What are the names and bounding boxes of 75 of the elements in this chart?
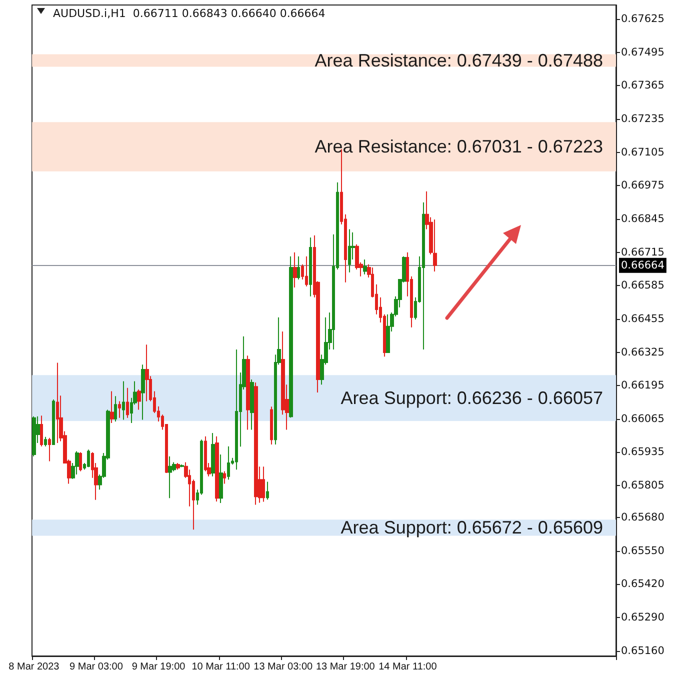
candlestick	[433, 219, 437, 272]
candlestick	[250, 378, 254, 430]
candlestick	[168, 456, 172, 499]
candlestick	[40, 415, 43, 447]
candlestick	[235, 348, 238, 470]
y-tick-label: 0.66975	[621, 180, 664, 192]
band-label: Area Resistance: 0.67031 - 0.67223	[314, 136, 603, 157]
candlestick	[141, 364, 145, 420]
candlestick	[56, 362, 59, 444]
y-tick-label: 0.66845	[621, 213, 664, 226]
y-tick-label: 0.65160	[621, 644, 664, 657]
candlestick	[266, 481, 269, 500]
candlestick	[48, 437, 51, 462]
candlestick	[386, 314, 390, 354]
candlestick	[87, 449, 90, 468]
y-tick-label: 0.65550	[621, 544, 664, 557]
y-tick-label: 0.67365	[621, 80, 664, 92]
y-tick-label: 0.66065	[621, 412, 664, 425]
candlestick	[305, 256, 308, 287]
candlestick	[137, 388, 141, 410]
candlestick	[289, 256, 293, 418]
candlestick	[363, 259, 367, 275]
candlestick	[44, 436, 47, 447]
candlestick	[309, 236, 312, 297]
candlestick	[270, 406, 273, 446]
candlestick	[227, 446, 230, 480]
candlestick	[110, 390, 114, 424]
y-tick-label: 0.67105	[621, 146, 664, 158]
candlestick	[114, 396, 117, 422]
y-tick-label: 0.66585	[621, 280, 664, 292]
chart-title: AUDUSD.i,H1 0.66711 0.66843 0.66640 0.66664	[53, 7, 326, 20]
candlestick	[422, 202, 425, 350]
candlestick	[219, 454, 223, 504]
candlestick	[176, 462, 180, 470]
candlestick	[223, 470, 226, 484]
candlestick	[145, 344, 149, 402]
candlestick	[215, 436, 219, 502]
band-label: Area Support: 0.66236 - 0.66057	[340, 388, 603, 408]
y-tick-label: 0.67495	[621, 46, 664, 58]
candlestick	[180, 464, 184, 468]
candlestick	[79, 452, 82, 472]
x-tick-label: 9 Mar 19:00	[132, 662, 186, 672]
y-tick-label: 0.66325	[621, 346, 664, 358]
candlestick	[246, 355, 250, 430]
candlestick	[118, 400, 121, 418]
band-label: Area Support: 0.65672 - 0.65609	[340, 518, 603, 538]
x-tick-label: 10 Mar 11:00	[192, 662, 250, 672]
candlestick	[297, 256, 300, 280]
y-tick-label: 0.66455	[621, 312, 664, 325]
x-tick-label: 13 Mar 19:00	[316, 662, 376, 672]
band-label: Area Resistance: 0.67439 - 0.67488	[314, 50, 603, 70]
candlestick	[32, 416, 36, 457]
y-tick-label: 0.67235	[621, 113, 664, 126]
y-tick-label: 0.65935	[621, 446, 664, 458]
candlestick	[211, 432, 215, 477]
x-tick-label: 8 Mar 2023	[8, 662, 60, 672]
ref-line-label: 0.66664	[621, 259, 665, 272]
candlestick	[293, 252, 297, 288]
y-tick-label: 0.65420	[621, 578, 664, 590]
y-tick-label: 0.65680	[621, 512, 664, 524]
y-tick-label: 0.66195	[621, 380, 664, 392]
candlestick	[254, 382, 258, 506]
x-tick-label: 9 Mar 03:00	[70, 662, 124, 672]
y-tick-label: 0.66715	[621, 246, 664, 258]
y-tick-label: 0.65805	[621, 480, 664, 492]
candlestick	[122, 380, 125, 420]
y-tick-label: 0.65290	[621, 612, 664, 624]
x-tick-label: 13 Mar 03:00	[254, 662, 314, 672]
candlestick	[262, 466, 265, 502]
candlestick	[52, 398, 55, 446]
y-tick-label: 0.67625	[621, 13, 664, 26]
candlestick	[75, 450, 79, 476]
x-tick-label: 14 Mar 11:00	[378, 662, 438, 672]
candlestick	[126, 387, 129, 418]
candlestick	[348, 228, 351, 273]
